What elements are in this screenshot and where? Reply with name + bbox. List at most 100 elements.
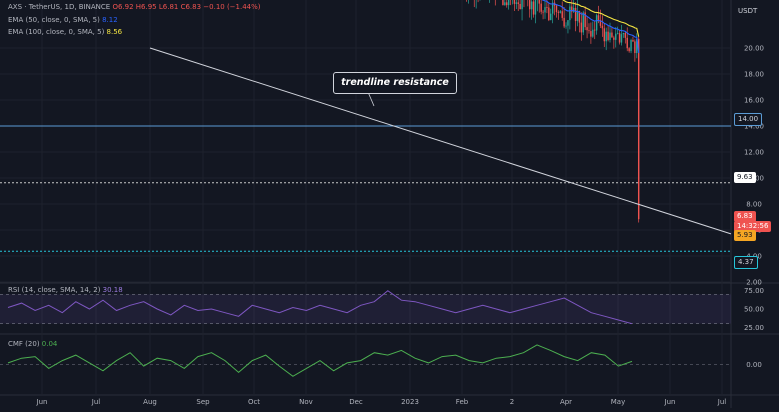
candle-body [632,40,634,42]
y-tick-label: 14.00 [744,123,764,131]
candle-body [569,6,571,21]
candle-body [542,11,544,13]
symbol-pair: TetherUS, 1D, BINANCE [28,3,111,11]
rsi-tick-label: 50.00 [744,306,764,314]
candle-body [628,48,630,52]
trendline-annotation[interactable]: trendline resistance [333,72,457,94]
cmf-value: 0.04 [41,340,58,348]
rsi-value: 30.18 [102,286,123,294]
candle-body [599,20,602,26]
candle-body [530,1,533,10]
candle-body [507,0,510,6]
annotation-pointer [367,91,375,107]
candle-body [592,29,594,37]
candle-body [532,1,535,15]
cmf-legend[interactable]: CMF (20) 0.04 [8,339,57,349]
candle-body [611,32,613,38]
cmf-label: CMF (20) [8,340,40,348]
candle-body [578,10,581,23]
candle-body [636,38,638,54]
candle-body [620,34,623,43]
candle-body [574,7,577,21]
ema100-legend[interactable]: EMA (100, close, 0, SMA, 5) 8.56 [8,27,122,37]
symbol-name: AXS [8,3,23,11]
rsi-legend[interactable]: RSI (14, close, SMA, 14, 2) 30.18 [8,285,123,295]
y-tick-label: 18.00 [744,71,764,79]
price-tag-ema100: 9.63 [734,172,756,183]
ema100-value: 8.56 [106,28,123,36]
candle-body [584,12,586,28]
candle-body [622,33,625,35]
cmf-tick-label: 0.00 [746,361,762,369]
candle-body [534,0,537,15]
candle-body [555,5,558,13]
cmf-pane: 0.00 [0,344,762,377]
candle-body [634,41,636,54]
candle-body [586,27,588,31]
candle-body [561,11,563,18]
price-tag-ema50: 5.93 [734,230,756,241]
candle-body [565,25,567,27]
candle-body [517,2,519,4]
candle-body [595,15,598,31]
rsi-label: RSI (14, close, SMA, 14, 2) [8,286,101,294]
axes: Jun Jul Aug Sep Oct Nov Dec 2023 Feb 2 Apr May Jun Ju… [36,45,764,407]
candle-body [630,40,632,52]
candle-body [580,22,583,33]
rsi-pane: 25.00 50.00 75.00 [0,287,764,332]
x-tick-label: Jun [36,398,48,406]
x-tick-label: Apr [560,398,572,406]
candle-body [540,3,542,12]
candle-body [605,31,607,42]
x-tick-label: 2 [510,398,514,406]
x-tick-label: Jul [91,398,101,406]
candle-body [528,0,531,10]
price-tag-last: 6.83 [734,211,756,222]
candle-body [594,29,596,31]
candle-body [519,3,521,10]
y-tick-label: 16.00 [744,97,764,105]
y-tick-label: 2.00 [746,279,762,287]
x-tick-label: 2023 [401,398,419,406]
candle-body [588,30,590,32]
cmf-line [7,344,633,377]
rsi-band [0,294,731,324]
candle-body [559,11,562,13]
candle-body [538,0,540,4]
ema50-legend[interactable]: EMA (50, close, 0, SMA, 5) 8.12 [8,15,118,25]
candle-body [616,33,619,34]
candle-body [601,25,604,29]
candle-body [576,10,579,21]
trendline-resistance [149,47,732,235]
currency-label: USDT [738,7,758,15]
symbol-legend[interactable]: AXS · TetherUS, 1D, BINANCE O6.92 H6.95 … [8,3,261,11]
ema50-value: 8.12 [102,16,118,24]
candle-body [550,13,552,21]
ema100-label: EMA (100, close, 0, SMA, 5) [8,28,105,36]
candle-body [613,37,615,40]
candle-body [513,0,516,4]
candle-body [502,0,504,6]
candle-body [582,12,584,33]
candle-body [571,6,573,12]
trendline[interactable] [149,47,732,235]
candle-body [551,2,554,14]
candle-body [563,17,565,27]
x-tick-label: Nov [299,398,313,406]
y-tick-label: 20.00 [744,45,764,53]
candle-body [615,33,617,40]
price-tag-14: 14.00 [734,113,763,126]
candle-body [624,33,627,38]
candle-body [515,2,518,4]
candle-body [557,12,560,13]
candles [466,0,640,223]
candle-body [609,32,611,40]
y-tick-label: 12.00 [744,149,764,157]
ema50-label: EMA (50, close, 0, SMA, 5) [8,16,100,24]
candle-body [637,38,640,220]
x-tick-label: Jun [664,398,676,406]
rsi-tick-label: 25.00 [744,324,764,332]
candle-body [597,15,600,21]
